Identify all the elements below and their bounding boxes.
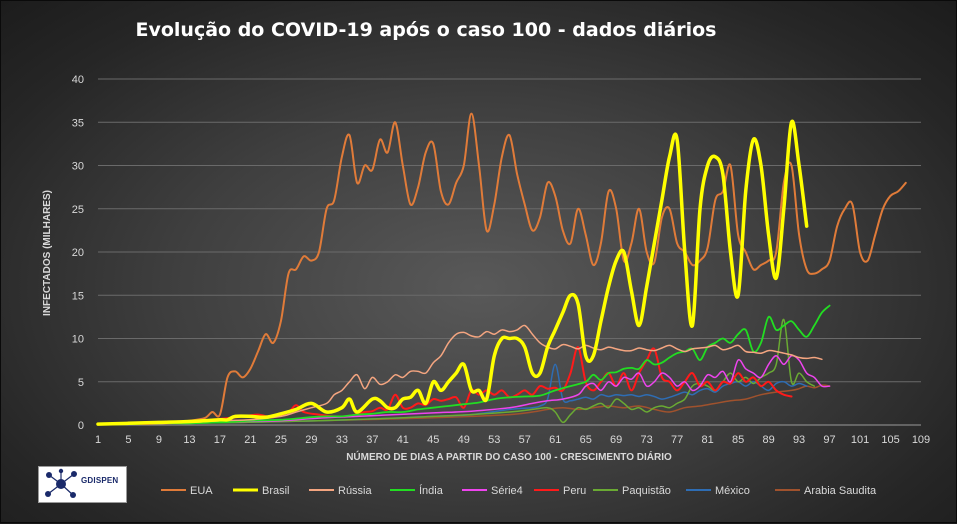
x-tick-label: 9 xyxy=(156,434,162,446)
y-axis-label: INFECTADOS (MILHARES) xyxy=(42,190,53,316)
x-tick-label: 53 xyxy=(488,434,500,446)
x-tick-label: 109 xyxy=(912,434,930,446)
chart-title: Evolução do COVID-19 após o caso 100 - d… xyxy=(136,19,717,41)
series-line-mexico xyxy=(97,363,808,425)
x-tick-label: 29 xyxy=(305,434,317,446)
x-tick-label: 65 xyxy=(580,434,592,446)
legend: EUA Brasil Rússia Índia Série4 Peru Paquistão M… xyxy=(161,484,877,497)
legend-label-russia: Rússia xyxy=(338,485,373,497)
series-line-eua xyxy=(97,112,907,426)
x-tick-label: 25 xyxy=(275,434,287,446)
x-tick-label: 41 xyxy=(397,434,409,446)
y-tick-label: 5 xyxy=(78,377,84,389)
legend-label-arabia-saudita: Arabia Saudita xyxy=(804,485,877,497)
series-lines xyxy=(96,112,907,426)
legend-label-eua: EUA xyxy=(190,485,213,497)
x-tick-label: 81 xyxy=(702,434,714,446)
y-tick-label: 10 xyxy=(72,334,84,346)
x-tick-label: 85 xyxy=(732,434,744,446)
x-tick-label: 73 xyxy=(641,434,653,446)
y-tick-label: 20 xyxy=(72,247,84,259)
legend-label-serie4: Série4 xyxy=(491,485,523,497)
x-tick-label: 61 xyxy=(549,434,561,446)
x-tick-label: 17 xyxy=(214,434,226,446)
x-tick-label: 97 xyxy=(823,434,835,446)
x-tick-label: 49 xyxy=(458,434,470,446)
series-line-brasil xyxy=(96,119,809,426)
logo-molecule-icon xyxy=(45,468,77,498)
x-tick-label: 5 xyxy=(125,434,131,446)
legend-label-paquistao: Paquistão xyxy=(622,485,671,497)
y-axis-ticks: 0 5 10 15 20 25 30 35 40 xyxy=(72,74,84,432)
x-axis-ticks: 1 5 9 13 17 21 25 29 33 37 41 45 49 53 57 61 65 69 73 77 81 8… xyxy=(95,434,930,446)
legend-label-india: Índia xyxy=(419,484,444,497)
gdispen-logo: GDISPEN xyxy=(38,466,127,503)
series-line-russia xyxy=(97,324,823,425)
series-line-india xyxy=(97,304,831,426)
legend-label-mexico: México xyxy=(715,485,750,497)
x-tick-label: 21 xyxy=(244,434,256,446)
x-tick-label: 77 xyxy=(671,434,683,446)
grid-lines xyxy=(98,78,921,426)
series-line-paquistao xyxy=(97,318,816,425)
x-axis-label: NÚMERO DE DIAS A PARTIR DO CASO 100 - CR… xyxy=(346,450,672,463)
x-tick-label: 101 xyxy=(851,434,869,446)
x-tick-label: 45 xyxy=(427,434,439,446)
y-tick-label: 30 xyxy=(72,161,84,173)
y-tick-label: 0 xyxy=(78,420,84,432)
logo-text: GDISPEN xyxy=(81,476,119,485)
y-tick-label: 40 xyxy=(72,74,84,86)
y-tick-label: 25 xyxy=(72,204,84,216)
x-tick-label: 1 xyxy=(95,434,101,446)
legend-label-brasil: Brasil xyxy=(262,485,290,497)
series-line-arabia-saudita xyxy=(97,384,831,425)
x-tick-label: 105 xyxy=(881,434,899,446)
x-tick-label: 13 xyxy=(183,434,195,446)
y-tick-label: 35 xyxy=(72,117,84,129)
x-tick-label: 57 xyxy=(519,434,531,446)
x-tick-label: 89 xyxy=(762,434,774,446)
x-tick-label: 37 xyxy=(366,434,378,446)
legend-label-peru: Peru xyxy=(563,485,586,497)
x-tick-label: 33 xyxy=(336,434,348,446)
x-tick-label: 69 xyxy=(610,434,622,446)
y-tick-label: 15 xyxy=(72,290,84,302)
series-line-serie4 xyxy=(97,354,831,425)
x-tick-label: 93 xyxy=(793,434,805,446)
